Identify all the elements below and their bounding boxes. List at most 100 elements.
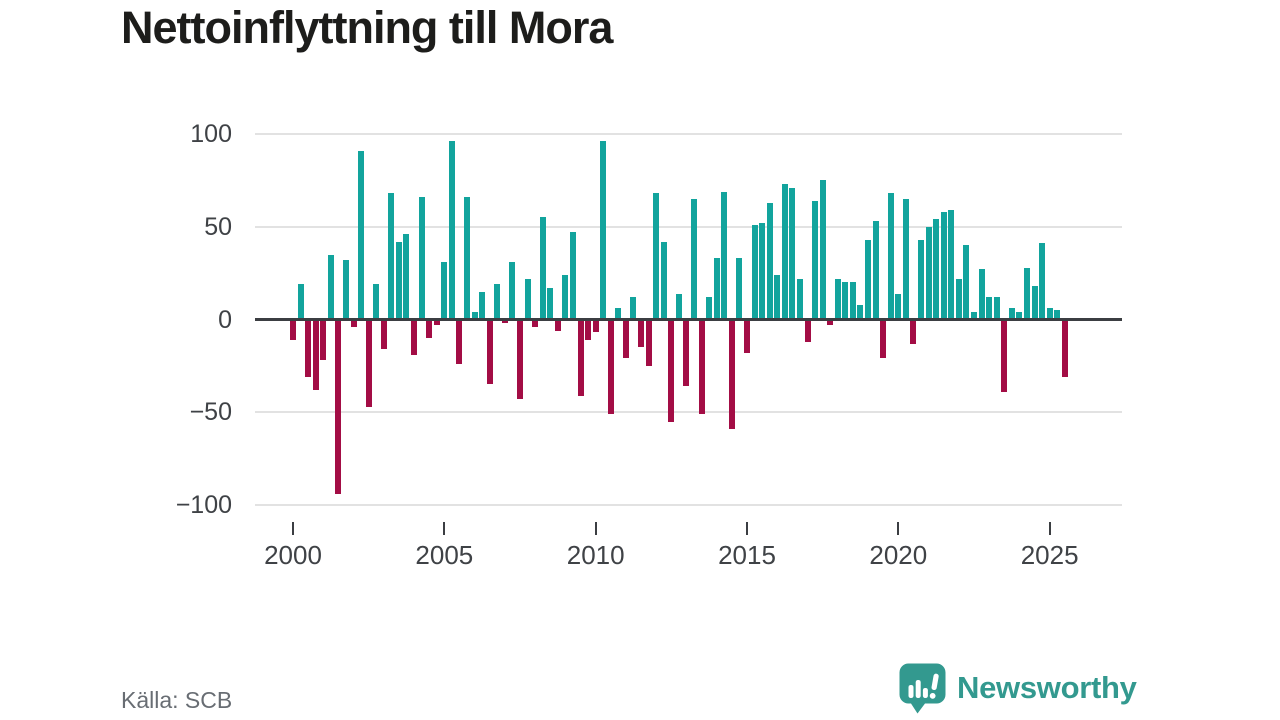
chart-title: Nettoinflyttning till Mora xyxy=(121,2,613,53)
x-axis-label: 2015 xyxy=(718,540,776,570)
bar-positive xyxy=(925,226,932,320)
bar-positive xyxy=(1016,312,1023,320)
x-axis-tick xyxy=(745,522,748,535)
bar-negative xyxy=(880,319,887,359)
bar-positive xyxy=(509,261,516,320)
bar-positive xyxy=(736,258,743,320)
bar-positive xyxy=(842,282,849,320)
x-axis-tick xyxy=(897,522,900,535)
bar-positive xyxy=(562,274,569,320)
bar-positive xyxy=(660,241,667,320)
bar-positive xyxy=(441,261,448,320)
bar-negative xyxy=(305,319,312,377)
bar-positive xyxy=(691,198,698,320)
bar-negative xyxy=(532,319,539,327)
bar-positive xyxy=(751,224,758,320)
x-axis-tick xyxy=(1048,522,1051,535)
bar-negative xyxy=(827,319,834,326)
bar-negative xyxy=(290,319,296,340)
bar-negative xyxy=(411,319,418,355)
bar-positive xyxy=(857,304,864,320)
bar-positive xyxy=(993,297,1000,320)
bar-negative xyxy=(638,319,645,348)
bar-positive xyxy=(1023,267,1030,320)
bar-negative xyxy=(380,319,387,350)
gridline xyxy=(255,225,1122,228)
bar-negative xyxy=(910,319,917,344)
bar-chart-speech-bubble-icon xyxy=(898,662,947,715)
bar-positive xyxy=(978,269,985,320)
bar-positive xyxy=(789,187,796,320)
y-axis-label: −50 xyxy=(189,398,232,427)
bar-negative xyxy=(365,319,372,407)
bar-positive xyxy=(653,193,660,320)
x-axis-label: 2010 xyxy=(566,540,625,570)
bar-positive xyxy=(834,278,841,320)
bar-positive xyxy=(1039,243,1046,320)
bar-positive xyxy=(418,197,425,320)
bar-positive xyxy=(471,312,478,320)
bar-negative xyxy=(335,319,342,494)
bar-positive xyxy=(721,191,728,320)
bar-positive xyxy=(615,308,622,320)
bar-positive xyxy=(297,284,304,320)
bar-positive xyxy=(872,221,879,320)
bar-positive xyxy=(395,241,402,320)
bar-positive xyxy=(986,297,993,320)
y-axis-label: 0 xyxy=(218,305,232,334)
bar-positive xyxy=(464,197,471,320)
bar-negative xyxy=(743,319,750,353)
bar-positive xyxy=(448,141,455,320)
bar-positive xyxy=(796,278,803,320)
y-axis-label: 50 xyxy=(204,212,232,241)
x-axis-tick xyxy=(443,522,446,535)
bar-negative xyxy=(320,319,327,361)
bar-positive xyxy=(706,297,713,320)
bar-positive xyxy=(358,150,365,320)
bar-positive xyxy=(373,284,380,320)
x-axis-label: 2025 xyxy=(1020,540,1079,570)
bar-negative xyxy=(804,319,811,342)
bar-negative xyxy=(350,319,357,327)
bar-negative xyxy=(312,319,319,390)
bar-positive xyxy=(970,312,977,320)
bar-positive xyxy=(630,297,637,320)
x-axis-tick xyxy=(594,522,597,535)
y-axis-label: −100 xyxy=(175,491,232,519)
bar-negative xyxy=(698,319,705,415)
bar-positive xyxy=(524,278,531,320)
bar-negative xyxy=(433,319,440,326)
bar-positive xyxy=(1046,308,1053,320)
x-axis-tick xyxy=(292,522,294,535)
bar-positive xyxy=(849,282,856,320)
bar-positive xyxy=(1031,286,1038,320)
bar-negative xyxy=(728,319,735,429)
bar-positive xyxy=(865,239,872,320)
bar-positive xyxy=(675,293,682,320)
bar-negative xyxy=(501,319,508,324)
bar-positive xyxy=(955,278,962,320)
bar-negative xyxy=(622,319,629,359)
bar-positive xyxy=(812,200,819,320)
bar-positive xyxy=(547,287,554,320)
bar-positive xyxy=(819,180,826,320)
bar-negative xyxy=(1001,319,1008,392)
bar-negative xyxy=(645,319,652,366)
bar-positive xyxy=(327,254,334,320)
bar-positive xyxy=(781,184,788,320)
bar-positive xyxy=(600,141,607,320)
bar-positive xyxy=(479,291,486,320)
x-axis-label: 2005 xyxy=(415,540,474,570)
source-caption: Källa: SCB xyxy=(121,687,233,713)
bar-negative xyxy=(554,319,561,331)
bar-negative xyxy=(1061,319,1068,377)
y-axis-label: 100 xyxy=(190,120,232,148)
x-axis-line xyxy=(255,318,1122,321)
bar-negative xyxy=(426,319,433,339)
newsworthy-wordmark: Newsworthy xyxy=(957,670,1137,705)
bar-negative xyxy=(683,319,690,387)
bar-positive xyxy=(918,239,925,320)
bar-negative xyxy=(577,319,584,396)
